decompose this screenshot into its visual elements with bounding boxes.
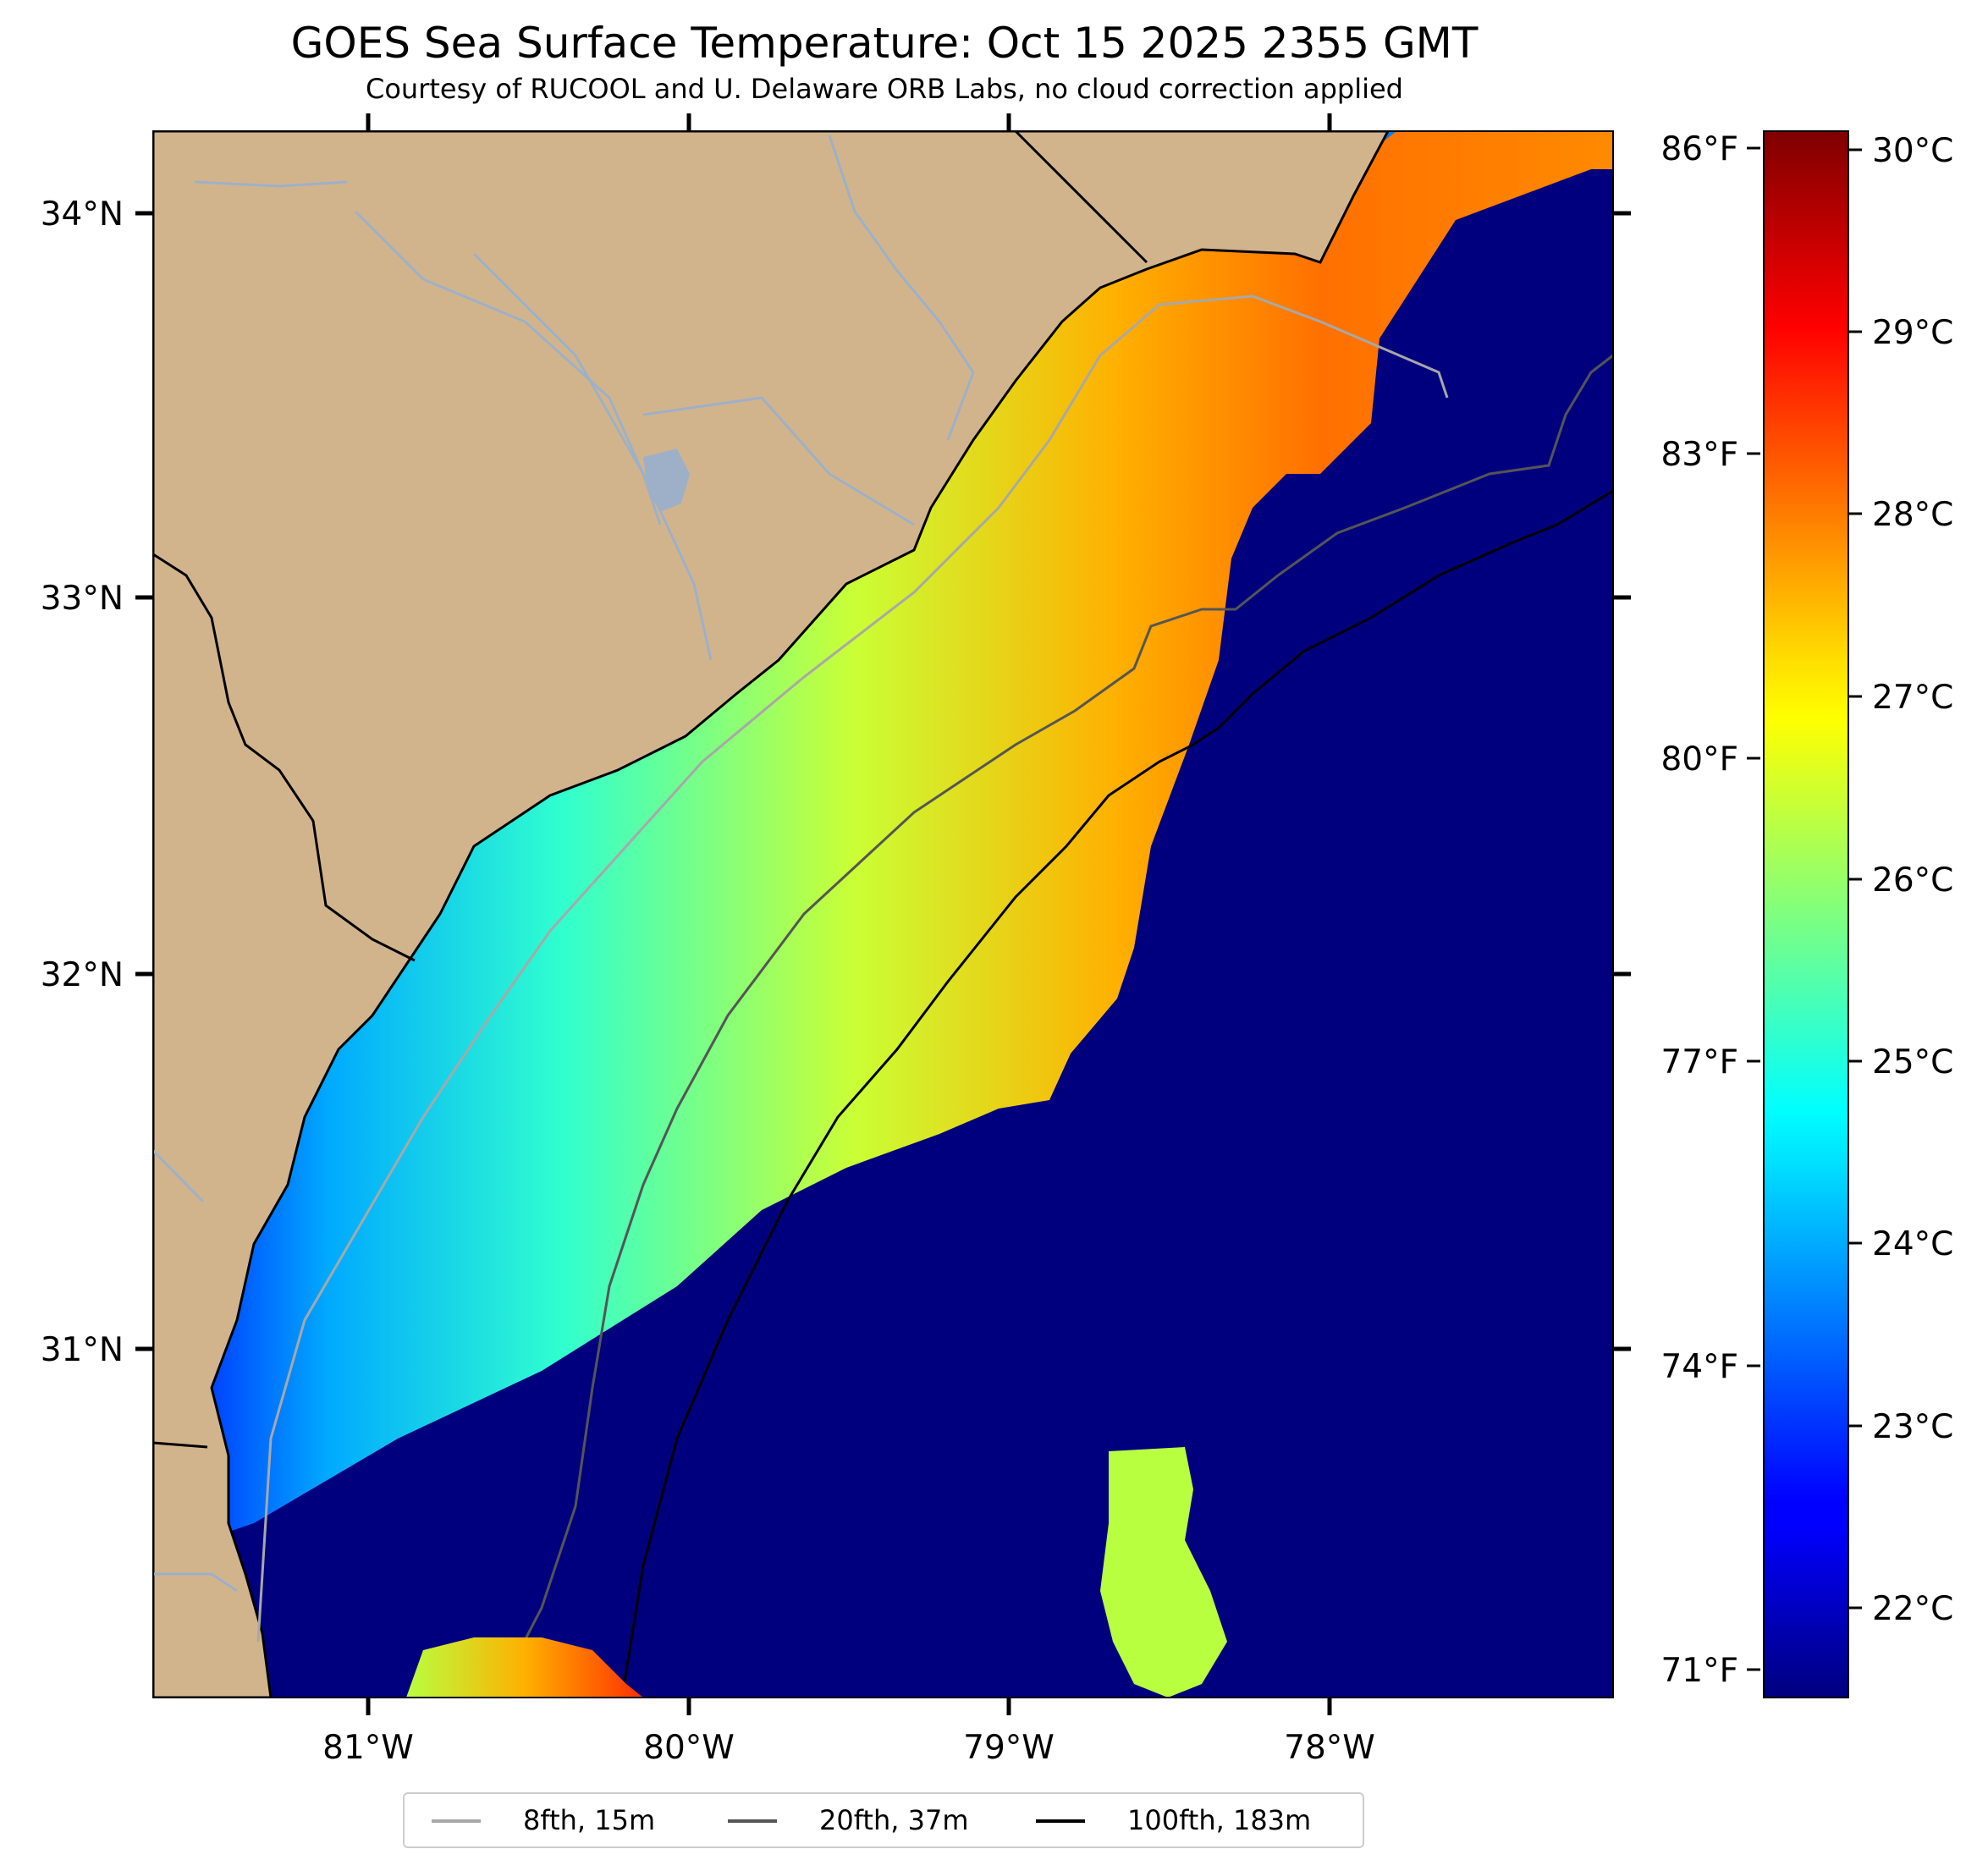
c-label-22: 22°C	[1872, 1590, 1953, 1628]
legend-label-8fth: 8fth, 15m	[523, 1804, 656, 1836]
f-label-74: 74°F	[1660, 1348, 1738, 1386]
f-label-80: 80°F	[1660, 740, 1738, 779]
colorbar	[1763, 130, 1849, 1698]
map-frame	[152, 130, 1614, 1698]
isobath-8fth	[256, 294, 1449, 1643]
c-label-27: 27°C	[1872, 679, 1953, 717]
lat-label-32: 32°N	[41, 956, 124, 994]
f-label-71: 71°F	[1660, 1652, 1738, 1690]
longitude-axis: 81°W 80°W 79°W 78°W	[322, 113, 1375, 1767]
legend-label-20fth: 20fth, 37m	[819, 1804, 969, 1836]
lon-label-79: 79°W	[963, 1729, 1055, 1767]
c-label-30: 30°C	[1872, 132, 1953, 170]
rivers	[153, 135, 975, 1593]
lon-label-81: 81°W	[322, 1729, 414, 1767]
fahrenheit-axis: 86°F 83°F 80°F 77°F 74°F 71°F	[1660, 130, 1760, 1690]
isobath-legend: 8fth, 15m 20fth, 37m 100fth, 183m	[403, 1792, 1364, 1848]
lat-label-33: 33°N	[41, 580, 124, 618]
lon-label-80: 80°W	[643, 1729, 735, 1767]
f-label-77: 77°F	[1660, 1043, 1738, 1081]
c-label-28: 28°C	[1872, 496, 1953, 534]
sst-south-patch	[406, 1637, 643, 1698]
c-label-26: 26°C	[1872, 861, 1953, 900]
f-label-83: 83°F	[1660, 436, 1738, 474]
lat-label-31: 31°N	[41, 1331, 124, 1369]
latitude-axis: 34°N 33°N 32°N 31°N	[41, 195, 1631, 1369]
c-label-29: 29°C	[1872, 314, 1953, 352]
isobath-100fth	[620, 489, 1613, 1698]
c-label-25: 25°C	[1872, 1043, 1953, 1081]
celsius-axis: 30°C 29°C 28°C 27°C 26°C 25°C 24°C 23°C …	[1848, 132, 1953, 1628]
land-mass	[153, 131, 1390, 1698]
legend-label-100fth: 100fth, 183m	[1127, 1804, 1312, 1836]
chart-subtitle: Courtesy of RUCOOL and U. Delaware ORB L…	[366, 73, 1403, 105]
lake	[643, 448, 690, 512]
sst-offshore-eddy	[1100, 1447, 1227, 1698]
c-label-24: 24°C	[1872, 1225, 1953, 1263]
c-label-23: 23°C	[1872, 1408, 1953, 1446]
chart-title: GOES Sea Surface Temperature: Oct 15 202…	[290, 19, 1479, 68]
map-area	[153, 131, 1613, 1698]
sst-warm-band	[153, 131, 1613, 1557]
f-label-86: 86°F	[1660, 130, 1738, 168]
isobath-20fth	[493, 354, 1613, 1698]
legend-swatch-20fth	[728, 1819, 777, 1823]
legend-swatch-100fth	[1036, 1819, 1085, 1823]
lon-label-78: 78°W	[1284, 1729, 1375, 1767]
lat-label-34: 34°N	[41, 195, 124, 234]
legend-swatch-8fth	[432, 1819, 481, 1823]
state-borders	[153, 131, 1148, 1449]
